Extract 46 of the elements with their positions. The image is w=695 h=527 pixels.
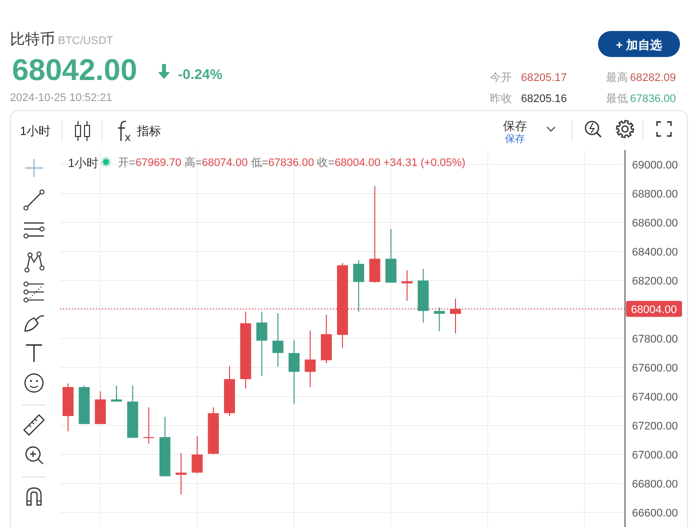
- y-tick-label: 68800.00: [632, 188, 678, 200]
- annotation: 67836.00: [268, 157, 318, 169]
- text: 1小时: [20, 124, 51, 138]
- candlestick: [434, 306, 445, 332]
- ref-line-label: 68004.00: [631, 304, 677, 316]
- candlestick: [143, 406, 154, 444]
- text: -0.24%: [178, 66, 223, 82]
- text: 保存: [503, 119, 527, 133]
- annotation: 1小时: [68, 156, 99, 170]
- text: 最低: [606, 93, 628, 105]
- y-tick-label: 66600.00: [632, 507, 678, 520]
- text: 最高: [606, 71, 628, 84]
- y-tick-label: 68400.00: [632, 246, 678, 258]
- text: 68205.17: [521, 72, 567, 84]
- text: 指标: [136, 124, 161, 138]
- text: 68282.09: [630, 72, 676, 84]
- chart-subtitle: BTC/USDT: [58, 35, 114, 47]
- y-tick-label: 67000.00: [632, 449, 678, 462]
- text: 今开: [490, 72, 512, 84]
- text: 68042.00: [12, 54, 138, 87]
- candlestick: [304, 330, 316, 388]
- candlestick: [353, 260, 364, 312]
- text: 保存: [505, 133, 525, 145]
- y-tick-label: 68600.00: [632, 217, 678, 230]
- text: 67836.00: [630, 93, 676, 105]
- candlestick: [369, 186, 380, 284]
- chart-title: 比特币: [10, 31, 55, 48]
- candlestick: [111, 385, 122, 402]
- y-tick-label: 68200.00: [632, 275, 678, 288]
- candlestick: [385, 228, 396, 284]
- candlestick: [288, 339, 300, 404]
- y-tick-label: 67600.00: [632, 362, 678, 374]
- y-tick-label: 67800.00: [632, 333, 678, 346]
- text: 68205.16: [521, 93, 567, 105]
- y-tick-label: 69000.00: [632, 159, 678, 172]
- y-tick-label: 67200.00: [632, 420, 678, 432]
- text: + 加自选: [616, 38, 662, 52]
- candlestick: [256, 311, 268, 377]
- y-tick-label: 66800.00: [632, 478, 678, 490]
- text: 2024-10-25 10:52:21: [10, 92, 112, 104]
- candlestick: [176, 452, 187, 495]
- candlestick: [192, 436, 203, 474]
- y-tick-label: 67400.00: [632, 391, 678, 404]
- text: 昨收: [490, 93, 512, 105]
- candlestick: [272, 312, 284, 368]
- candlestick: [402, 270, 413, 302]
